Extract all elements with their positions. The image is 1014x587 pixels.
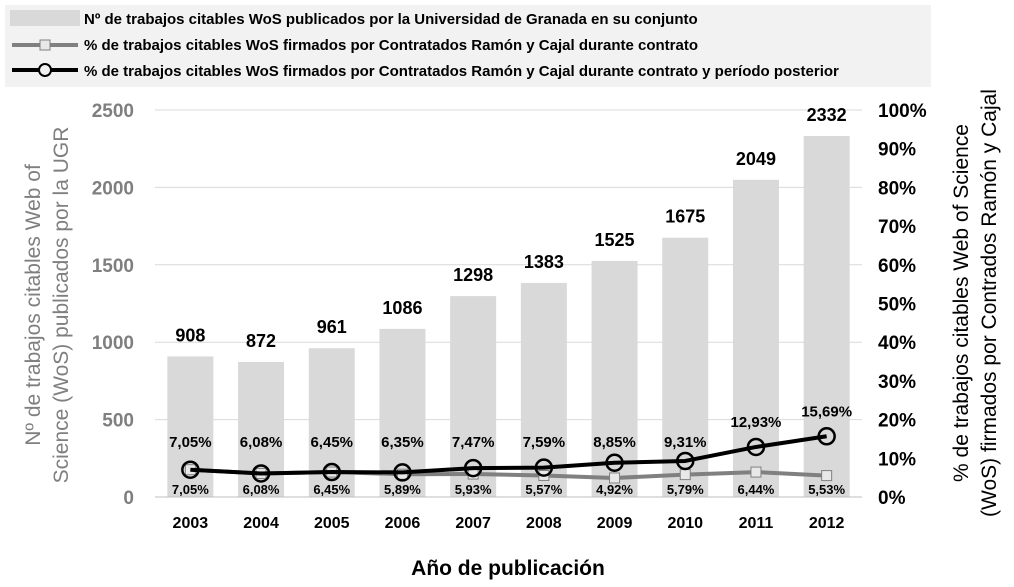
line-data-label-durante: 6,44% [738,482,775,497]
circle-marker [534,458,554,477]
legend-box [5,5,931,87]
line-data-label-posterior: 6,35% [381,434,424,451]
x-axis-title: Año de publicación [411,557,605,580]
y2-tick-label: 30% [878,372,916,393]
legend-label: % de trabajos citables WoS firmados por … [84,37,698,54]
y2-tick-label: 60% [878,256,916,277]
line-data-label-durante: 5,93% [455,482,492,497]
bar-data-label: 908 [175,325,205,345]
line-data-label-durante: 6,08% [243,482,280,497]
bar [520,282,567,497]
line-data-label-durante: 5,79% [667,482,704,497]
circle-marker [181,460,200,479]
bar-data-label: 1086 [382,298,422,318]
line-data-label-posterior: 8,85% [593,434,636,451]
circle-marker [322,462,341,482]
circle-marker [746,437,766,457]
legend-label: Nº de trabajos citables WoS publicados p… [84,11,698,28]
line-data-label-durante: 4,92% [596,482,633,497]
x-tick-label: 2006 [385,515,421,532]
line-data-label-durante: 5,53% [808,482,845,497]
x-tick-label: 2012 [809,515,845,532]
circle-marker [463,458,483,478]
y2-tick-label: 100% [878,101,927,122]
bar-data-label: 1525 [595,230,635,250]
bar-data-label: 1383 [524,252,564,272]
y-tick-label: 1500 [92,256,134,277]
line-data-label-posterior: 7,05% [169,434,212,451]
bar [591,260,638,497]
x-tick-label: 2008 [526,515,562,532]
y2-axis-title-line: % de trabajos citables Web of Science [950,124,973,482]
line-data-label-posterior: 9,31% [664,434,707,451]
y-axis-title: Nº de trabajos citables Web of Science (W… [22,127,73,484]
bar [803,136,850,497]
y2-tick-label: 80% [878,178,916,199]
square-marker [679,469,691,481]
line-data-label-posterior: 6,08% [240,434,283,451]
legend-circle-marker [38,63,52,77]
bar-data-label: 2332 [807,105,847,125]
y2-tick-label: 10% [878,449,916,470]
circle-marker [817,427,836,446]
bar-data-label: 1675 [665,207,705,227]
bar [167,356,214,497]
line-data-label-posterior: 12,93% [731,414,782,431]
line-data-label-durante: 7,05% [172,482,209,497]
y2-tick-label: 90% [878,140,916,161]
bar-data-label: 872 [246,331,276,351]
circle-marker [605,453,624,473]
x-tick-label: 2009 [597,515,633,532]
y-tick-label: 500 [102,411,134,432]
y-tick-label: 2500 [92,101,134,122]
y-tick-label: 2000 [92,178,134,199]
x-tick-label: 2003 [173,515,209,532]
y-axis-title-line: Science (WoS) publicados por la UGR [50,127,73,484]
x-tick-label: 2004 [243,515,279,532]
x-tick-label: 2010 [667,515,703,532]
y2-axis-title-line: (WoS) firmados por Contrados Ramón y Caj… [978,89,1001,517]
square-marker [609,472,621,484]
line-data-label-posterior: 15,69% [801,403,852,420]
square-marker [750,466,762,478]
x-tick-label: 2011 [739,515,774,532]
square-marker [821,470,833,482]
circle-marker [251,464,271,483]
legend-label: % de trabajos citables WoS firmados por … [84,63,839,80]
bar [450,296,497,497]
y-axis-title-line: Nº de trabajos citables Web of [22,164,45,446]
legend-square-marker [39,39,51,51]
bar-data-label: 1298 [453,265,493,285]
line-data-label-posterior: 6,45% [310,434,353,451]
legend-swatch-bar [10,10,80,26]
line-data-label-posterior: 7,47% [452,434,495,451]
line-data-label-posterior: 7,59% [523,434,566,451]
y2-tick-label: 50% [878,295,916,316]
series-line-contrato-y-posterior [190,434,827,476]
bar-data-label: 2049 [736,149,776,169]
line-data-label-durante: 6,45% [313,482,350,497]
line-data-label-durante: 5,57% [525,482,562,497]
y2-axis-title: % de trabajos citables Web of Science (Wo… [950,89,1001,517]
circle-marker [676,451,695,471]
y-tick-label: 1000 [92,333,134,354]
y2-tick-label: 20% [878,411,916,432]
x-tick-label: 2005 [314,515,350,532]
circle-marker [393,463,412,482]
y2-tick-label: 70% [878,217,916,238]
y-tick-label: 0 [123,488,134,509]
line-data-label-durante: 5,89% [384,482,421,497]
x-tick-label: 2007 [455,515,491,532]
y2-tick-label: 0% [878,488,906,509]
y2-tick-label: 40% [878,333,916,354]
bar-data-label: 961 [317,317,347,337]
